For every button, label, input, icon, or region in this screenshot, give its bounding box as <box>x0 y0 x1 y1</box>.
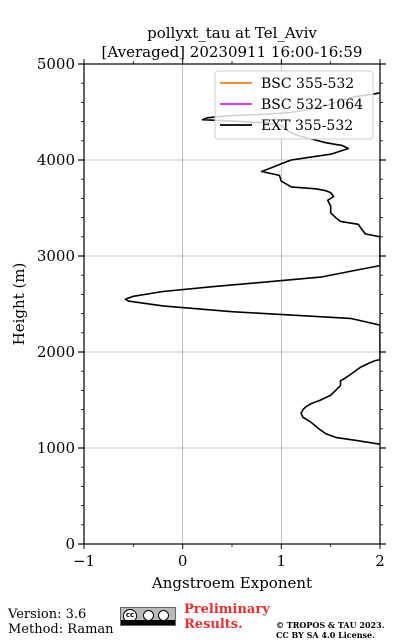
legend: BSC 355-532 BSC 532-1064 EXT 355-532 <box>214 70 374 140</box>
y-tick-label: 5000 <box>37 55 75 73</box>
preliminary-results-notice: Preliminary Results. <box>184 602 270 632</box>
chart-subtitle: [Averaged] 20230911 16:00-16:59 <box>102 43 363 61</box>
cc-by-sa-icon: cc <box>120 607 176 626</box>
x-tick-label: 2 <box>375 552 385 570</box>
y-tick-label: 0 <box>65 535 75 553</box>
series-lines <box>124 92 380 445</box>
plot-frame <box>83 63 381 545</box>
y-tick-labels: 0 1000 2000 3000 4000 5000 <box>37 55 75 553</box>
legend-label: EXT 355-532 <box>261 118 353 134</box>
legend-label: BSC 532-1064 <box>261 97 363 113</box>
angstrom-profile-chart: pollyxt_tau at Tel_Aviv [Averaged] 20230… <box>10 24 386 592</box>
x-tick-label: 1 <box>277 552 287 570</box>
y-tick-label: 4000 <box>37 151 75 169</box>
x-tick-labels: −1 0 1 2 <box>73 552 385 570</box>
version-text: Version: 3.6 <box>8 607 87 622</box>
legend-box <box>214 70 374 140</box>
preliminary-line-2: Results. <box>184 617 243 632</box>
copyright-line-2: CC BY SA 4.0 License. <box>276 630 375 640</box>
x-tick-label: 0 <box>178 552 188 570</box>
series-line-ext-355-532 <box>124 92 380 445</box>
x-tick-label: −1 <box>73 552 95 570</box>
legend-label: BSC 355-532 <box>261 76 354 92</box>
y-tick-label: 2000 <box>37 343 75 361</box>
y-axis-label: Height (m) <box>10 263 28 346</box>
copyright-notice: © TROPOS & TAU 2023. CC BY SA 4.0 Licens… <box>276 620 384 640</box>
y-tick-label: 3000 <box>37 247 75 265</box>
chart-title: pollyxt_tau at Tel_Aviv <box>147 24 317 42</box>
y-tick-label: 1000 <box>37 439 75 457</box>
method-text: Method: Raman <box>8 622 114 637</box>
x-axis-label: Angstroem Exponent <box>151 574 312 592</box>
copyright-line-1: © TROPOS & TAU 2023. <box>276 620 385 630</box>
preliminary-line-1: Preliminary <box>184 602 270 617</box>
